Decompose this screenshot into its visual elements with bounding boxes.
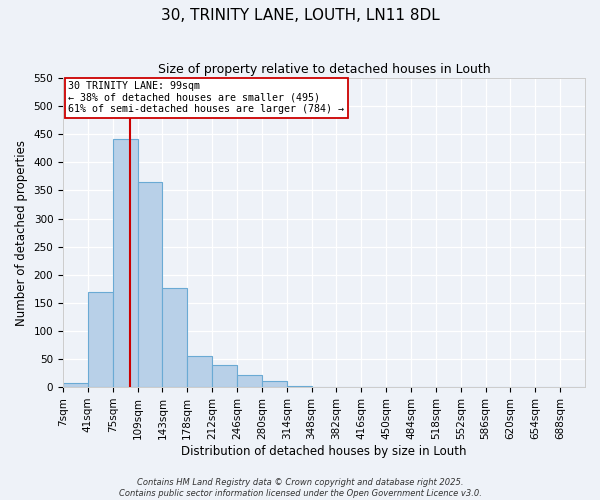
Bar — [212, 364, 237, 387]
Bar — [262, 382, 287, 387]
Bar — [137, 182, 163, 387]
Bar — [287, 386, 311, 387]
X-axis label: Distribution of detached houses by size in Louth: Distribution of detached houses by size … — [181, 444, 467, 458]
Title: Size of property relative to detached houses in Louth: Size of property relative to detached ho… — [158, 62, 490, 76]
Text: 30, TRINITY LANE, LOUTH, LN11 8DL: 30, TRINITY LANE, LOUTH, LN11 8DL — [161, 8, 439, 22]
Text: 30 TRINITY LANE: 99sqm
← 38% of detached houses are smaller (495)
61% of semi-de: 30 TRINITY LANE: 99sqm ← 38% of detached… — [68, 81, 344, 114]
Bar — [113, 138, 137, 387]
Bar — [88, 292, 113, 387]
Bar — [163, 288, 187, 387]
Bar — [237, 374, 262, 387]
Bar — [63, 382, 88, 387]
Text: Contains HM Land Registry data © Crown copyright and database right 2025.
Contai: Contains HM Land Registry data © Crown c… — [119, 478, 481, 498]
Bar — [187, 356, 212, 387]
Y-axis label: Number of detached properties: Number of detached properties — [15, 140, 28, 326]
